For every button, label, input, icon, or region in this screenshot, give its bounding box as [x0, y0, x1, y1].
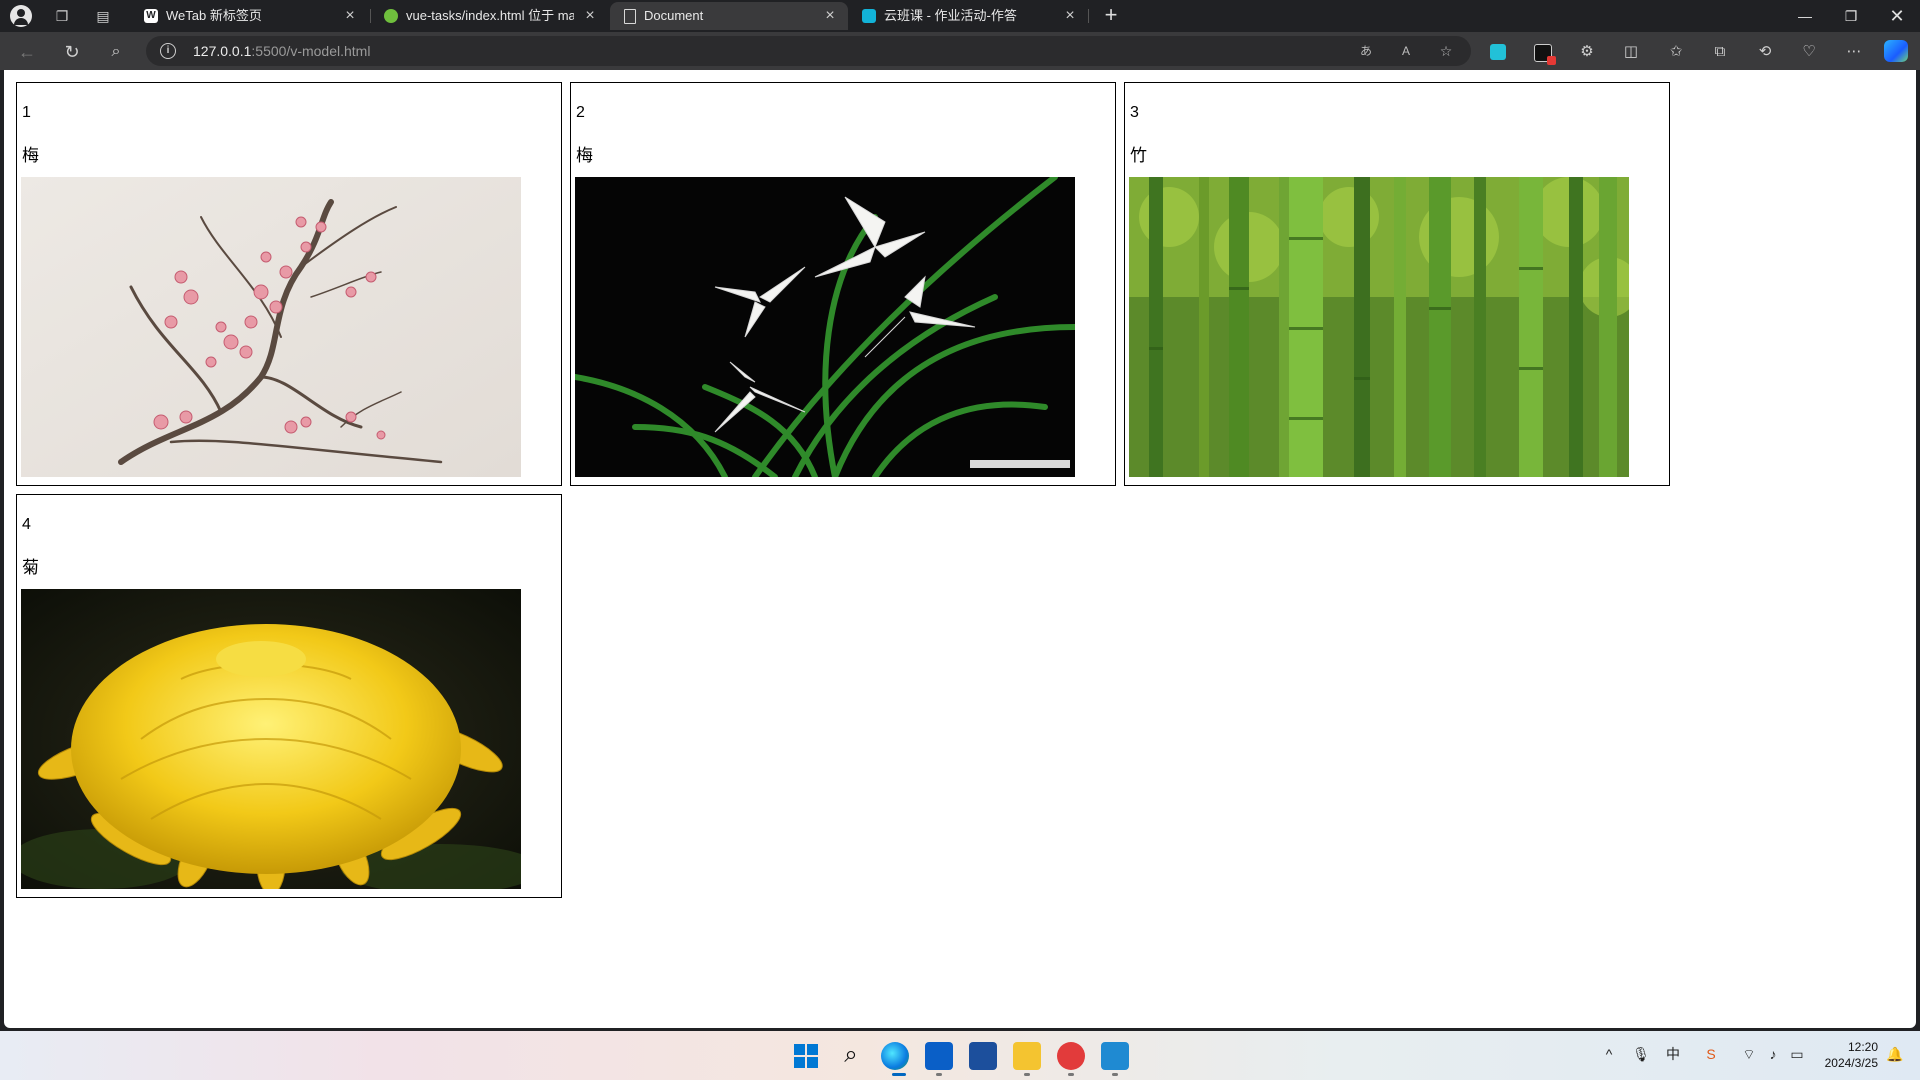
workspaces-icon[interactable]: ❐ [55, 8, 69, 24]
vscode-icon[interactable] [1101, 1042, 1129, 1070]
tab-divider [1088, 9, 1089, 23]
edge-browser-icon[interactable] [881, 1042, 909, 1070]
profile-avatar-icon[interactable] [10, 5, 32, 27]
volume-icon[interactable]: ♪ [1769, 1046, 1777, 1062]
input-method-icon[interactable]: 中 [1666, 1046, 1680, 1062]
close-window-button[interactable]: ✕ [1889, 6, 1905, 26]
file-explorer-icon[interactable] [1013, 1042, 1041, 1070]
tab-document[interactable]: Document × [610, 2, 848, 30]
running-app-indicator [1112, 1073, 1118, 1076]
tab-title: vue-tasks/index.html 位于 maste [406, 8, 574, 23]
card-name: 梅 [576, 146, 593, 165]
flower-card: 3 竹 [1124, 82, 1670, 486]
clock-time: 12:20 [1847, 1040, 1878, 1054]
history-icon[interactable]: ⟲ [1758, 43, 1772, 60]
tab-wetab[interactable]: W WeTab 新标签页 × [132, 2, 368, 30]
tab-divider [370, 9, 371, 23]
collections-icon[interactable]: ⧉ [1714, 43, 1726, 60]
extension-badge-icon[interactable] [1532, 41, 1556, 65]
wifi-icon[interactable]: ⌔ [1742, 1046, 1756, 1062]
running-app-indicator [1024, 1073, 1030, 1076]
close-tab-icon[interactable]: × [345, 7, 355, 24]
split-screen-icon[interactable]: ◫ [1623, 43, 1639, 60]
document-icon [624, 9, 636, 24]
favorite-star-icon[interactable]: ☆ [1439, 43, 1453, 59]
running-app-indicator [936, 1073, 942, 1076]
card-index: 4 [22, 516, 31, 533]
read-aloud-icon[interactable]: A [1401, 44, 1410, 58]
card-index: 2 [576, 104, 585, 121]
tab-mosoteach[interactable]: 云班课 - 作业活动-作答 × [850, 2, 1088, 30]
notifications-icon[interactable]: 🔔 [1886, 1046, 1904, 1062]
battery-icon[interactable]: ▭ [1790, 1046, 1804, 1062]
tab-title: WeTab 新标签页 [166, 8, 262, 23]
page-viewport: 1 梅 [4, 70, 1916, 1028]
wetab-icon: W [144, 9, 158, 23]
site-info-icon[interactable]: i [160, 43, 176, 59]
vertical-tabs-icon[interactable]: ▤ [96, 8, 110, 24]
clock-date: 2024/3/25 [1824, 1056, 1878, 1070]
tab-gitee[interactable]: vue-tasks/index.html 位于 maste × [372, 2, 608, 30]
address-bar[interactable]: i 127.0.0.1:5500/v-model.html あ A ☆ [146, 36, 1471, 66]
screenshot-extension-icon[interactable] [1487, 41, 1509, 63]
flower-card: 1 梅 [16, 82, 562, 486]
running-app-indicator [1068, 1073, 1074, 1076]
more-menu-icon[interactable]: ⋯ [1846, 43, 1862, 60]
app-tray-icon[interactable]: S [1706, 1046, 1716, 1062]
translate-icon[interactable]: あ [1359, 44, 1372, 58]
tab-strip: ❐ ▤ W WeTab 新标签页 × vue-tasks/index.html … [0, 0, 1920, 32]
plum-blossom-image [21, 177, 521, 477]
performance-icon[interactable]: ♡ [1802, 43, 1816, 60]
card-name: 竹 [1130, 146, 1147, 165]
netease-music-icon[interactable] [1057, 1042, 1085, 1070]
bamboo-image [1129, 177, 1629, 477]
close-tab-icon[interactable]: × [825, 7, 835, 24]
card-index: 1 [22, 104, 31, 121]
new-tab-button[interactable]: + [1104, 2, 1118, 27]
copilot-icon[interactable] [1884, 40, 1908, 62]
flower-card: 4 菊 [16, 494, 562, 898]
orchid-image [575, 177, 1075, 477]
back-arrow-icon[interactable]: ← [18, 42, 36, 62]
mosoteach-icon [862, 9, 876, 23]
card-index: 3 [1130, 104, 1139, 121]
flower-card: 2 梅 [570, 82, 1116, 486]
windows-taskbar: ⌕ ^ 🎙 中 S ⌔ ♪ ▭ 12:20 2024/3/25 🔔 [0, 1031, 1920, 1080]
pen-app-icon[interactable] [969, 1042, 997, 1070]
url-text[interactable]: 127.0.0.1:5500/v-model.html [193, 43, 371, 59]
show-hidden-icons-chevron-icon[interactable]: ^ [1605, 1046, 1613, 1062]
search-icon[interactable]: ⌕ [111, 43, 121, 60]
chrysanthemum-image [21, 589, 521, 889]
microsoft-store-icon[interactable] [925, 1042, 953, 1070]
taskbar-search-icon[interactable]: ⌕ [844, 1041, 858, 1068]
active-app-indicator [892, 1073, 906, 1076]
microphone-icon[interactable]: 🎙 [1632, 1046, 1650, 1062]
minimize-button[interactable]: — [1798, 8, 1812, 24]
system-clock[interactable]: 12:20 2024/3/25 [1825, 1039, 1878, 1071]
gitee-icon [384, 9, 398, 23]
windows-start-icon[interactable] [792, 1042, 820, 1070]
close-tab-icon[interactable]: × [585, 7, 595, 24]
restore-button[interactable]: ❐ [1844, 8, 1858, 24]
browser-toolbar: ← ↻ ⌕ i 127.0.0.1:5500/v-model.html あ A … [0, 32, 1920, 70]
extensions-puzzle-icon[interactable]: ⚙ [1580, 43, 1594, 60]
tab-title: Document [644, 8, 704, 23]
card-name: 梅 [22, 146, 39, 165]
close-tab-icon[interactable]: × [1065, 7, 1075, 24]
refresh-icon[interactable]: ↻ [64, 42, 80, 62]
card-name: 菊 [22, 558, 39, 577]
favorites-icon[interactable]: ✩ [1669, 43, 1683, 60]
tab-title: 云班课 - 作业活动-作答 [884, 8, 1017, 23]
